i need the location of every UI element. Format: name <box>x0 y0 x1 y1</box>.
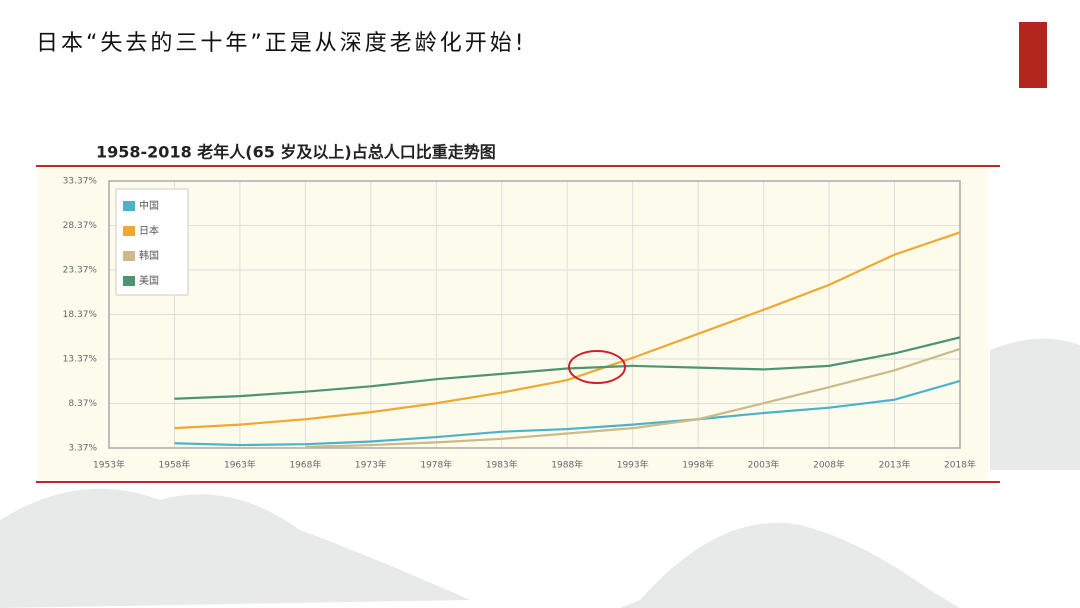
legend-label: 美国 <box>139 274 159 287</box>
legend-swatch <box>123 251 135 261</box>
y-tick-label: 28.37% <box>63 221 98 231</box>
highlight-circle <box>568 350 626 384</box>
slide-title: 日本“失去的三十年”正是从深度老龄化开始! <box>36 31 527 56</box>
y-tick-label: 23.37% <box>63 266 98 276</box>
legend-swatch <box>123 226 135 236</box>
x-tick-label: 1978年 <box>420 459 452 471</box>
legend-label: 韩国 <box>139 249 159 262</box>
x-tick-label: 2003年 <box>748 459 780 471</box>
legend-label: 中国 <box>139 199 159 212</box>
y-tick-label: 18.37% <box>63 310 98 320</box>
x-tick-label: 2018年 <box>944 459 976 471</box>
x-tick-label: 1968年 <box>289 459 321 471</box>
x-tick-label: 1973年 <box>355 459 387 471</box>
series-line <box>305 347 961 448</box>
y-tick-label: 3.37% <box>68 444 97 454</box>
x-tick-label: 1953年 <box>93 459 125 471</box>
legend-swatch <box>123 276 135 286</box>
series-line <box>174 379 961 447</box>
landscape-decoration <box>0 338 1080 608</box>
series-line <box>174 336 961 400</box>
x-tick-label: 2013年 <box>879 459 911 471</box>
plot: 3.37% 8.37% 13.37% 18.37% 23.37% 28.37% 33.37%… <box>63 177 976 471</box>
y-tick-label: 13.37% <box>63 355 98 365</box>
x-tick-label: 1998年 <box>682 459 714 471</box>
x-tick-label: 1993年 <box>617 459 649 471</box>
legend-swatch <box>123 201 135 211</box>
series-line <box>174 231 961 430</box>
plot-frame <box>108 180 961 449</box>
x-tick-label: 1958年 <box>159 459 191 471</box>
seal-logo <box>1019 22 1047 88</box>
y-tick-label: 8.37% <box>68 399 97 409</box>
x-tick-label: 1963年 <box>224 459 256 471</box>
y-tick-label: 33.37% <box>63 177 98 187</box>
chart-title: 1958-2018 老年人(65 岁及以上)占总人口比重走势图 <box>96 143 496 162</box>
legend-label: 日本 <box>139 224 159 237</box>
x-tick-label: 1988年 <box>551 459 583 471</box>
x-tick-label: 1983年 <box>486 459 518 471</box>
x-tick-label: 2008年 <box>813 459 845 471</box>
